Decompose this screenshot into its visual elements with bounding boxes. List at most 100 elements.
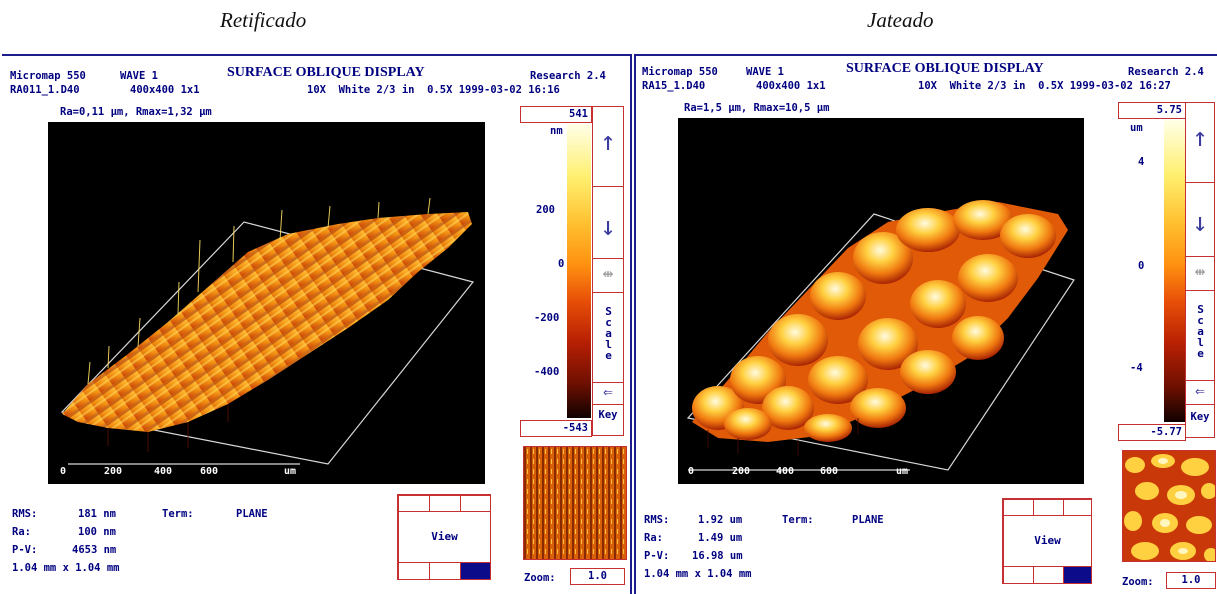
term-value: PLANE: [236, 508, 268, 520]
title-jateado: Jateado: [867, 8, 934, 32]
color-scale-bar: [567, 124, 591, 418]
scroll-down-button[interactable]: ↓: [1186, 183, 1214, 257]
surface-plot[interactable]: 0 200 400 600 um: [678, 118, 1084, 484]
ra-label: Ra:: [12, 526, 31, 538]
scale-label: Scale: [602, 305, 615, 360]
key-arrow-button[interactable]: ⇐: [593, 383, 623, 405]
display-title: SURFACE OBLIQUE DISPLAY: [227, 65, 425, 80]
axis-tick-200: 200: [732, 466, 751, 477]
key-button[interactable]: Key: [598, 409, 618, 421]
version-label: Research 2.4: [1128, 66, 1204, 78]
resolution: 400x400 1x1: [130, 84, 200, 96]
file-name: RA011_1.D40: [10, 84, 80, 96]
zoom-label: Zoom:: [524, 572, 556, 584]
axis-tick-400: 400: [776, 466, 795, 477]
wave-mode: WAVE 1: [120, 70, 158, 82]
key-arrow-button[interactable]: ⇐: [1186, 381, 1214, 405]
pv-value: 16.98 um: [692, 550, 743, 562]
file-name: RA15_1.D40: [642, 80, 706, 92]
axis-tick-0: 0: [60, 466, 67, 477]
surface-mesh: [62, 212, 472, 432]
arrow-left-icon: ⇐: [1195, 381, 1205, 400]
right-panel: Micromap 550 WAVE 1 SURFACE OBLIQUE DISP…: [634, 54, 1217, 594]
axis-tick-200: 200: [104, 466, 123, 477]
term-label: Term:: [782, 514, 814, 526]
term-label: Term:: [162, 508, 194, 520]
view-cell[interactable]: [1063, 499, 1092, 516]
view-control[interactable]: View: [1002, 498, 1092, 584]
version-label: Research 2.4: [530, 70, 606, 82]
pv-value: 4653 nm: [72, 544, 117, 556]
rms-label: RMS:: [12, 508, 38, 520]
pv-label: P-V:: [644, 550, 670, 562]
center-button[interactable]: ⇹: [593, 259, 623, 293]
scale-button[interactable]: Scale: [593, 293, 623, 383]
arrow-up-icon: ↑: [1192, 123, 1208, 153]
axis-tick-600: 600: [820, 466, 839, 477]
roughness-line: Ra=1,5 µm, Rmax=10,5 µm: [684, 102, 830, 114]
surface-peaks: [692, 200, 1056, 442]
display-title: SURFACE OBLIQUE DISPLAY: [846, 61, 1044, 76]
view-cell-selected[interactable]: [460, 562, 491, 580]
zoom-value-field[interactable]: 1.0: [570, 568, 625, 585]
scroll-up-button[interactable]: ↑: [593, 107, 623, 187]
view-cell[interactable]: [1003, 499, 1034, 516]
scale-max-value[interactable]: 541: [520, 106, 592, 123]
pv-label: P-V:: [12, 544, 38, 556]
scale-tick-m4: -4: [1130, 362, 1143, 374]
scale-label: Scale: [1194, 303, 1207, 358]
rms-value: 181 nm: [78, 508, 116, 520]
scale-tick-m200: -200: [534, 312, 560, 324]
surface-plot[interactable]: 0 200 400 600 um: [48, 122, 485, 484]
view-cell[interactable]: [398, 495, 430, 512]
view-cell[interactable]: [1033, 499, 1064, 516]
collapse-icon: ⇹: [602, 263, 614, 284]
view-cell-selected[interactable]: [1063, 566, 1092, 584]
app-name: Micromap 550: [10, 70, 86, 82]
scale-tick-m400: -400: [534, 366, 560, 378]
scroll-up-button[interactable]: ↑: [1186, 103, 1214, 183]
scale-min-value[interactable]: -543: [520, 420, 592, 437]
axis-unit: um: [284, 466, 297, 477]
view-cell[interactable]: [398, 562, 430, 580]
color-scale-bar: [1164, 120, 1186, 422]
view-cell[interactable]: [1033, 566, 1064, 584]
key-button[interactable]: Key: [1190, 411, 1210, 423]
thumbnail-image[interactable]: [523, 446, 627, 560]
rms-value: 1.92 um: [698, 514, 743, 526]
arrow-up-icon: ↑: [600, 127, 616, 157]
zoom-value-field[interactable]: 1.0: [1166, 572, 1216, 589]
scale-max-value[interactable]: 5.75: [1118, 102, 1186, 119]
thumbnail-image[interactable]: [1122, 450, 1216, 562]
control-column: ↑ ↓ ⇹ Scale ⇐ Key: [592, 106, 624, 436]
title-retificado: Retificado: [220, 8, 307, 32]
area-value: 1.04 mm x 1.04 mm: [644, 568, 752, 580]
view-button[interactable]: View: [398, 511, 491, 563]
view-cell[interactable]: [429, 562, 461, 580]
term-value: PLANE: [852, 514, 884, 526]
view-control[interactable]: View: [397, 494, 491, 580]
app-name: Micromap 550: [642, 66, 718, 78]
view-cell[interactable]: [460, 495, 491, 512]
scale-unit: nm: [550, 125, 563, 137]
zoom-label: Zoom:: [1122, 576, 1154, 588]
collapse-icon: ⇹: [1194, 261, 1206, 282]
scale-tick-200: 200: [536, 204, 555, 216]
arrow-left-icon: ⇐: [603, 382, 613, 401]
ra-value: 1.49 um: [698, 532, 743, 544]
center-button[interactable]: ⇹: [1186, 257, 1214, 291]
resolution: 400x400 1x1: [756, 80, 826, 92]
arrow-down-icon: ↓: [600, 212, 616, 242]
view-cell[interactable]: [1003, 566, 1034, 584]
settings-line: 10X White 2/3 in 0.5X 1999-03-02 16:27: [918, 80, 1171, 92]
settings-line: 10X White 2/3 in 0.5X 1999-03-02 16:16: [307, 84, 560, 96]
axis-unit: um: [896, 466, 909, 477]
scale-button[interactable]: Scale: [1186, 291, 1214, 381]
view-button[interactable]: View: [1003, 515, 1092, 567]
scale-tick-0: 0: [1138, 260, 1145, 272]
view-cell[interactable]: [429, 495, 461, 512]
scale-min-value[interactable]: -5.77: [1118, 424, 1186, 441]
ra-value: 100 nm: [78, 526, 116, 538]
axis-tick-400: 400: [154, 466, 173, 477]
scroll-down-button[interactable]: ↓: [593, 187, 623, 259]
